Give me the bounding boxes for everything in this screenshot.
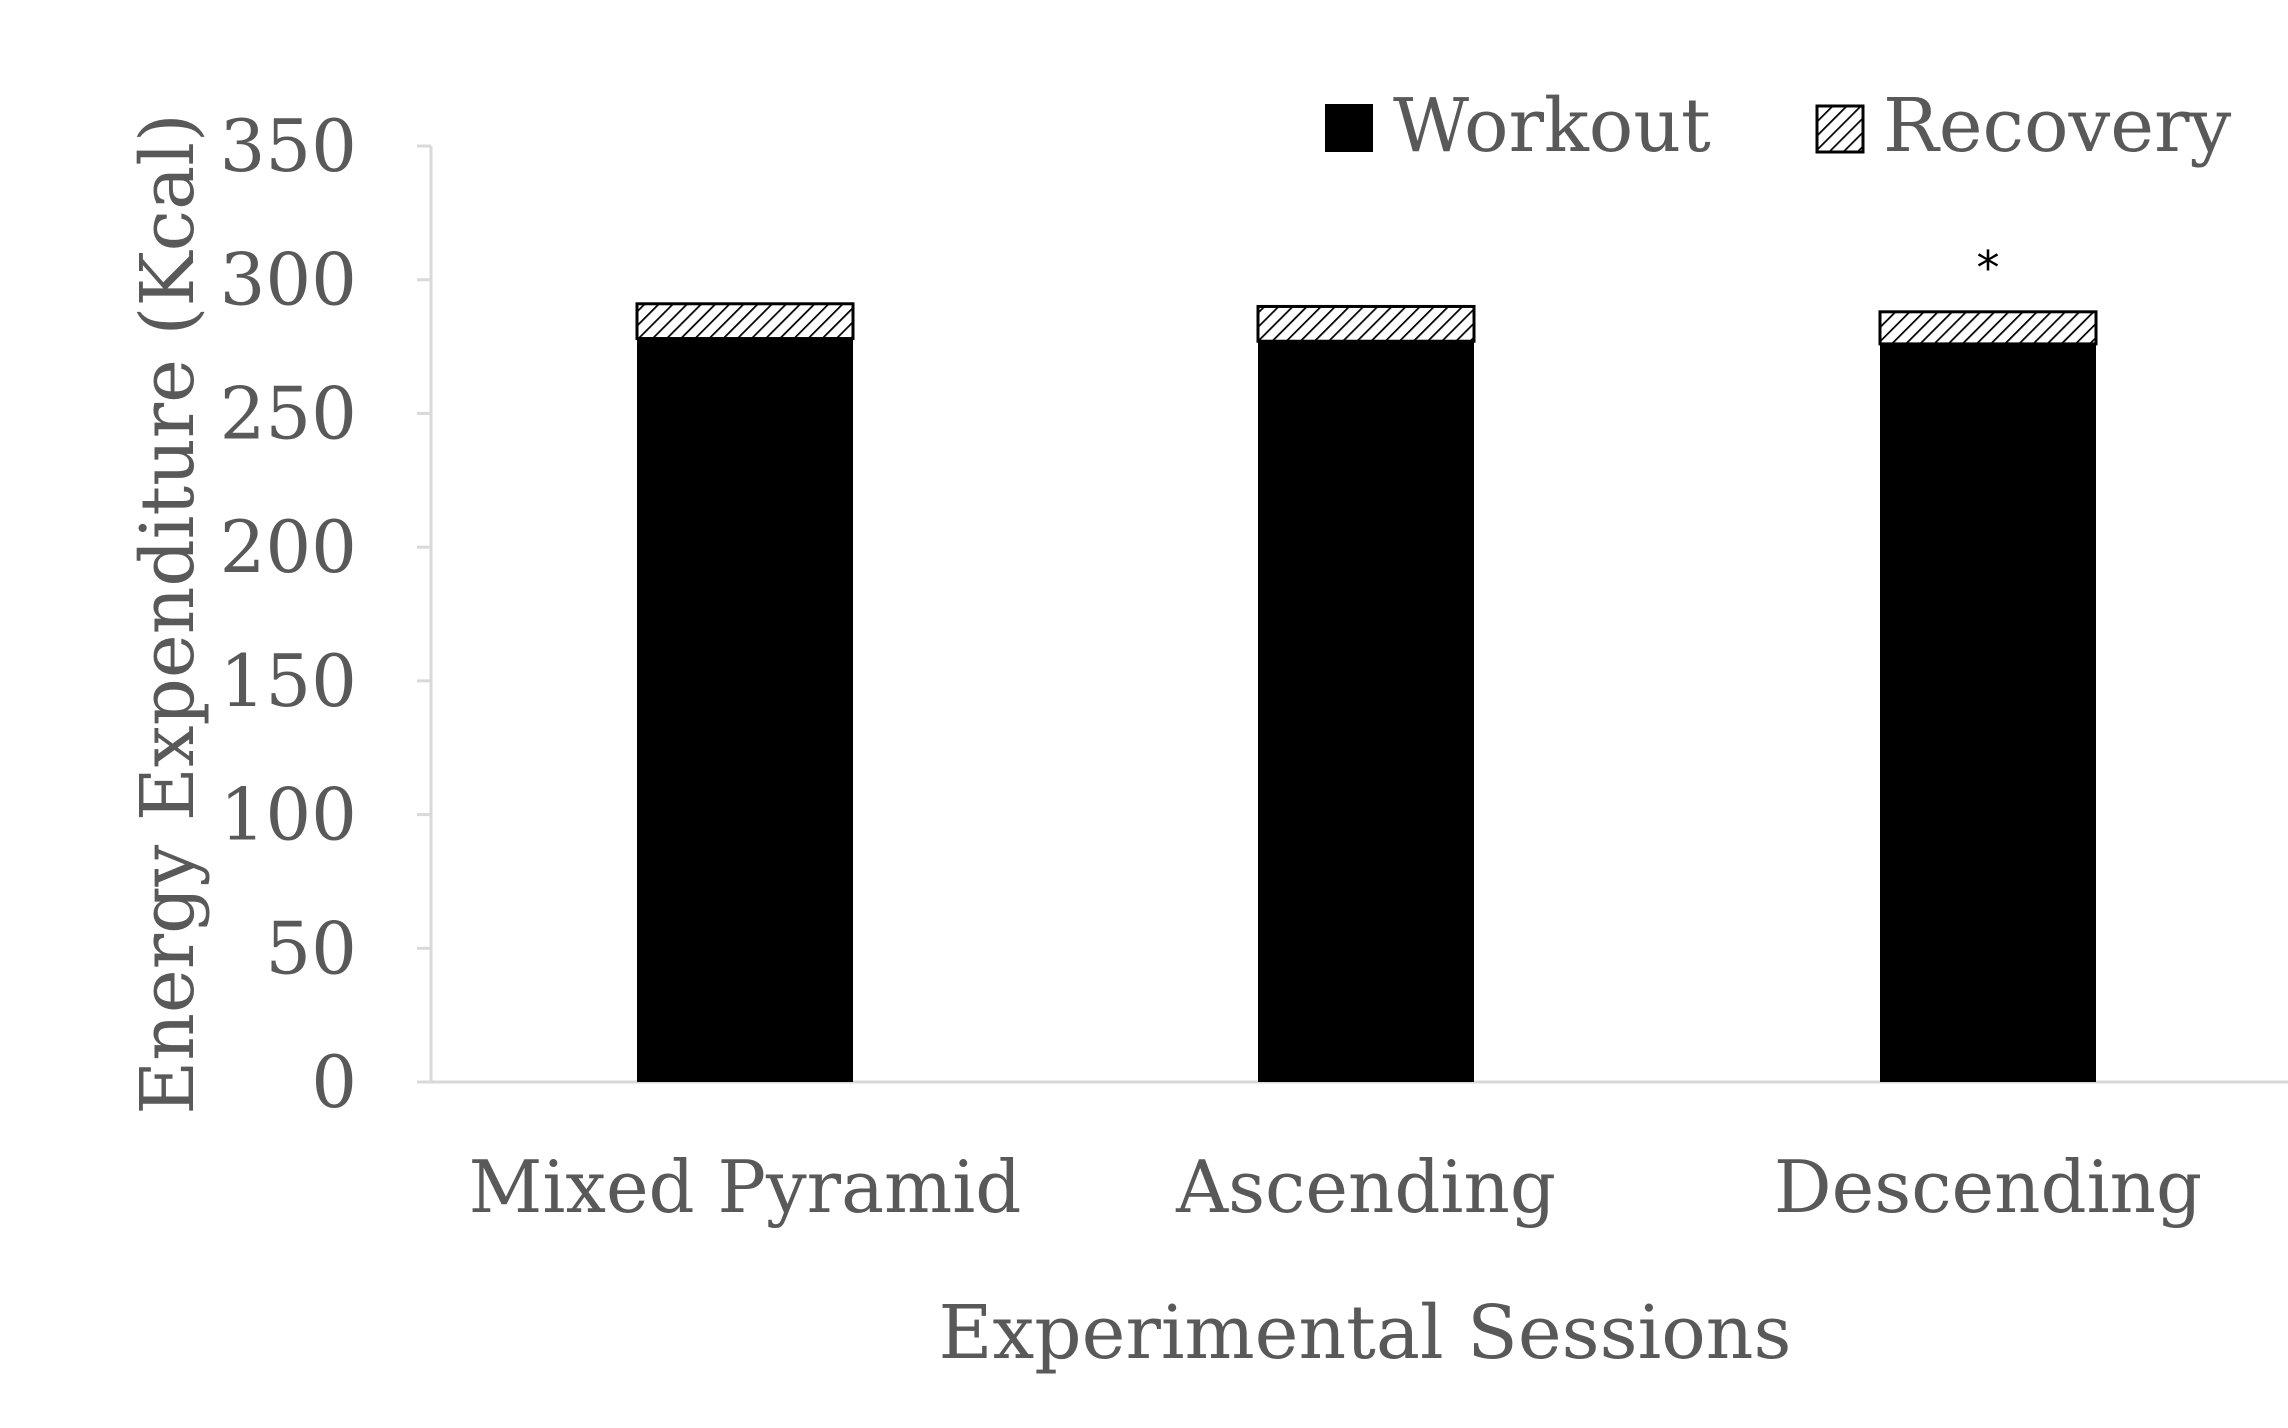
category-labels: Mixed Pyramid Ascending Descending (469, 1145, 2202, 1229)
annotations: * (1977, 241, 2000, 295)
y-tick-label: 50 (265, 906, 357, 990)
significance-marker: * (1977, 241, 2000, 295)
y-tick-label: 100 (220, 773, 357, 857)
legend: Workout Recovery (1325, 83, 2231, 169)
y-tick-label: 350 (220, 104, 357, 188)
legend-swatch-recovery (1815, 104, 1865, 154)
legend-label-workout: Workout (1393, 83, 1711, 169)
y-axis-title: Energy Expenditure (Kcal) (125, 113, 211, 1115)
x-tick-label: Descending (1774, 1145, 2202, 1229)
bars (635, 302, 2098, 1082)
y-tick-label: 300 (220, 238, 357, 322)
legend-label-recovery: Recovery (1883, 83, 2231, 169)
bar-workout-mixed-pyramid (637, 338, 853, 1082)
x-axis-title: Experimental Sessions (939, 1290, 1792, 1376)
x-tick-label: Mixed Pyramid (469, 1145, 1022, 1229)
bar-recovery-mixed-pyramid (635, 302, 855, 341)
y-tick-label: 250 (220, 371, 357, 455)
bar-recovery-ascending (1256, 304, 1476, 343)
legend-swatch-workout (1325, 104, 1373, 152)
y-tick-labels: 0 50 100 150 200 250 300 350 (220, 104, 431, 1124)
bar-recovery-descending (1878, 310, 2098, 346)
bar-workout-ascending (1258, 341, 1474, 1082)
x-tick-label: Ascending (1175, 1145, 1556, 1229)
bar-workout-descending (1880, 343, 2096, 1082)
y-tick-label: 0 (311, 1040, 357, 1124)
y-tick-label: 200 (220, 505, 357, 589)
y-tick-label: 150 (220, 639, 357, 723)
